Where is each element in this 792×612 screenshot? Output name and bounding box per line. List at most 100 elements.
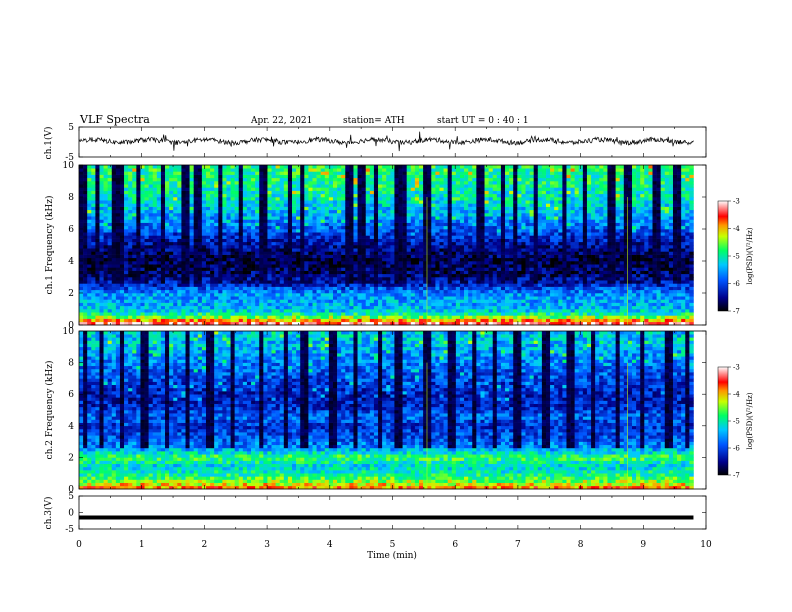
spectrogram-cell (177, 321, 182, 326)
spectrogram-cell (398, 193, 403, 198)
spectrogram-cell (365, 273, 371, 278)
spectrogram-cell (308, 184, 313, 188)
spectrogram-cell (419, 315, 424, 319)
spectrogram-cell (476, 305, 481, 310)
spectrogram-cell (119, 222, 125, 227)
spectrogram-cell (222, 257, 227, 262)
spectrogram-cell (349, 251, 354, 255)
spectrogram-cell (181, 312, 186, 316)
spectrogram-cell (476, 222, 481, 227)
spectrogram-cell (394, 251, 399, 255)
spectrogram-cell (185, 302, 190, 307)
spectrogram-cell (398, 209, 403, 214)
spectrogram-cell (419, 229, 424, 233)
spectrogram-cell (197, 270, 203, 275)
spectrogram-cell (169, 267, 174, 271)
spectrogram-cell (292, 213, 297, 217)
spectrogram-cell (230, 171, 235, 175)
spectrogram-cell (124, 216, 129, 220)
spectrogram-cell (349, 302, 354, 307)
spectrogram-cell (107, 177, 113, 182)
spectrogram-cell (394, 280, 399, 284)
spectrogram-cell (320, 209, 326, 214)
spectrogram-cell (292, 293, 297, 297)
spectrogram-cell (205, 165, 211, 169)
spectrogram-cell (423, 286, 428, 291)
spectrogram-cell (402, 232, 408, 236)
spectrogram-cell (91, 232, 96, 236)
spectrogram-cell (160, 190, 166, 195)
spectrogram-cell (201, 235, 207, 239)
spectrogram-cell (332, 197, 338, 201)
spectrogram-cell (218, 197, 223, 201)
spectrogram-cell (165, 232, 170, 236)
spectrogram-cell (283, 267, 289, 271)
spectrogram-cell (378, 289, 383, 294)
spectrogram-cell (103, 257, 108, 262)
spectrogram-cell (308, 206, 313, 211)
spectrogram-cell (320, 318, 326, 323)
spectrogram-cell (177, 248, 182, 252)
spectrogram-cell (472, 318, 477, 323)
spectrogram-cell (455, 257, 461, 262)
spectrogram-cell (95, 318, 100, 323)
spectrogram-cell (242, 267, 248, 271)
spectrogram-cell (316, 177, 321, 182)
spectrogram-cell (414, 245, 420, 249)
spectrogram-cell (234, 171, 240, 175)
spectrogram-cell (103, 187, 108, 191)
spectrogram-cell (136, 206, 141, 211)
spectrogram-cell (312, 248, 317, 252)
spectrogram-cell (255, 245, 260, 249)
spectrogram-cell (447, 309, 453, 313)
spectrogram-cell (99, 296, 104, 300)
spectrogram-cell (103, 286, 108, 291)
spectrogram-cell (341, 305, 346, 310)
spectrogram-cell (464, 318, 469, 323)
spectrogram-cell (99, 219, 104, 223)
spectrogram-cell (181, 206, 186, 211)
spectrogram-cell (439, 283, 444, 287)
spectrogram-cell (275, 177, 281, 182)
spectrogram-cell (185, 165, 190, 169)
spectrogram-cell (443, 248, 448, 252)
spectrogram-cell (99, 318, 104, 323)
spectrogram-cell (300, 251, 305, 255)
spectrogram-cell (275, 184, 281, 188)
spectrogram-cell (369, 229, 375, 233)
date-label: Apr. 22, 2021 (250, 116, 312, 126)
spectrogram-cell (435, 309, 440, 313)
spectrogram-cell (431, 193, 436, 198)
spectrogram-cell (107, 289, 113, 294)
spectrogram-cell (328, 299, 334, 303)
spectrogram-cell (156, 273, 162, 278)
spectrogram-cell (357, 229, 362, 233)
spectrogram-cell (144, 187, 149, 191)
spectrogram-cell (427, 277, 432, 281)
spectrogram-cell (95, 168, 100, 172)
spectrogram-cell (226, 235, 231, 239)
spectrogram-cell (218, 273, 223, 278)
spectrogram-cell (414, 174, 420, 179)
spectrogram-cell (119, 305, 125, 310)
spectrogram-cell (144, 241, 149, 246)
spectrogram-cell (169, 200, 174, 204)
spectrogram-cell (177, 286, 182, 291)
spectrogram-cell (447, 289, 453, 294)
spectrogram-cell (308, 241, 313, 246)
spectrogram-cell (144, 315, 149, 319)
spectrogram-cell (439, 222, 444, 227)
spectrogram-cell (369, 219, 375, 223)
spectrogram-cell (410, 216, 416, 220)
spectrogram-cell (341, 171, 346, 175)
spectrogram-cell (210, 197, 215, 201)
spectrogram-cell (107, 222, 113, 227)
spectrogram-cell (132, 229, 137, 233)
spectrogram-cell (136, 203, 141, 207)
spectrogram-cell (275, 302, 281, 307)
spectrogram-cell (324, 264, 330, 268)
spectrogram-cell (124, 283, 129, 287)
spectrogram-cell (386, 174, 391, 179)
spectrogram-cell (79, 219, 84, 223)
spectrogram-cell (263, 187, 268, 191)
